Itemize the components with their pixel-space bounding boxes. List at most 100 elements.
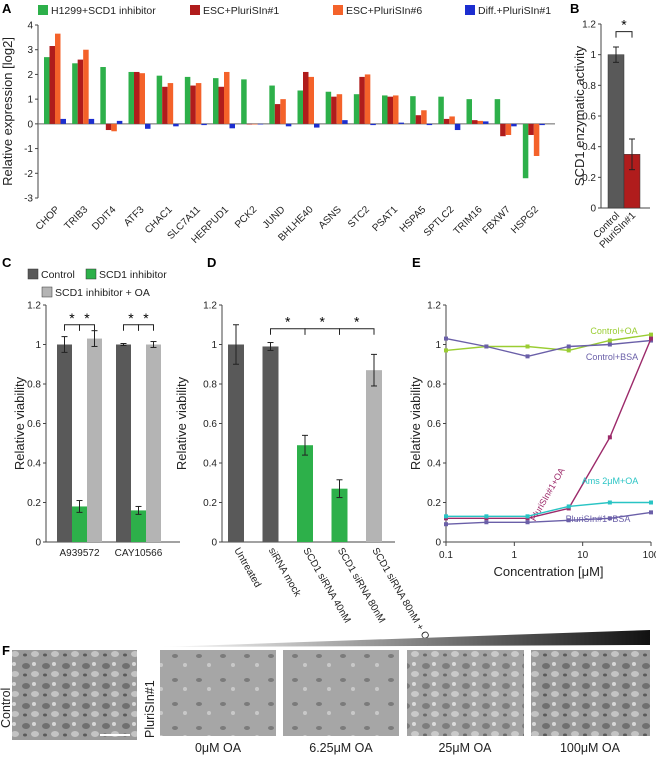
a-bar-bhlhe40-s3 [308,76,314,124]
a-bar-psat1-s3 [393,95,399,124]
d-bar-4 [331,488,348,542]
a-bar-chac1-s2 [162,86,168,124]
a-bar-hspg2-s1 [522,123,529,179]
a-x-tick-label: TRIB3 [62,204,90,232]
a-y-tick-label: 0 [27,119,33,130]
a-bar-fbxw7-s1 [494,99,501,124]
panel-label-e: E [412,255,421,270]
c-bracket-4 [138,324,154,331]
a-bar-hspa5-s4 [426,123,433,126]
c-bar-a939572-3 [87,338,102,542]
c-y-tick-label: 0.4 [27,459,41,470]
e-marker-2 [484,344,489,349]
a-bar-asns-s1 [325,91,332,124]
e-y-tick-label: 0.8 [427,380,441,391]
e-marker-4 [444,514,448,519]
chart-d-sirna-viability: 0 0.2 0.4 0.6 0.8 1 1.2 Relative viability Untre… [174,301,435,648]
e-marker-5 [444,522,448,527]
c-legend-swatch-3 [41,286,53,298]
c-y-tick-label: 0.8 [27,380,41,391]
a-bar-pck2-s1 [241,79,247,124]
a-x-tick-label: ASNS [317,204,344,231]
oa-label-100: 100μM OA [560,741,621,755]
a-bar-asns-s4 [342,120,348,124]
e-line-2 [445,337,652,358]
a-bar-slc7a11-s1 [184,76,191,124]
a-bar-stc2-s2 [359,76,365,124]
e-marker-4 [484,514,489,519]
e-marker-1 [566,348,571,353]
a-bar-asns-s2 [331,96,337,124]
panel-label-c: C [2,255,12,270]
micrograph-0um-oa [160,650,276,736]
a-bar-fbxw7-s2 [500,123,506,137]
a-x-tick-label: TRIM16 [452,204,485,237]
a-bar-sptlc2-s2 [443,118,450,124]
a-bar-chac1-s1 [156,75,163,124]
a-bar-bhlhe40-s2 [303,71,309,124]
e-marker-1 [649,332,653,337]
c-bracket-2 [79,324,95,331]
a-bar-sptlc2-s3 [449,116,455,124]
e-y-tick-label: 0.2 [427,498,441,509]
a-bar-atf3-s4 [145,123,151,129]
a-bar-trim16-s4 [483,121,489,124]
a-bar-sptlc2-s4 [454,123,461,131]
a-x-tick-label: PCK2 [233,204,260,231]
d-y-tick-label: 1 [211,340,217,351]
a-y-tick-label: 2 [27,70,33,81]
c-bar-cay10566-1 [116,344,131,542]
d-bracket-3-star: * [354,314,360,330]
e-marker-3 [607,435,612,440]
a-bar-chop-s1 [44,57,50,124]
b-significance-bracket [615,31,633,38]
a-x-tick-label: JUND [261,204,288,231]
e-marker-5 [484,520,489,525]
b-y-tick-label: 1 [590,50,596,61]
a-bar-trib3-s3 [83,49,89,124]
e-marker-3 [649,336,653,341]
c-legend-label-3: SCD1 inhibitor + OA [55,287,150,299]
chart-e-concentration-curves: 0 0.2 0.4 0.6 0.8 1 1.2 Relative viability 0.1 1 1… [408,301,656,580]
a-bar-bhlhe40-s1 [297,90,303,124]
micrograph-25um-oa [407,650,524,736]
d-x-tick-label: siRNA mock [266,546,303,600]
d-y-tick-label: 0.4 [203,459,217,470]
a-legend-swatch-3 [333,5,343,15]
c-y-tick-label: 1.2 [27,301,41,312]
a-legend-swatch-1 [38,5,48,15]
oa-gradient-wedge [160,630,650,647]
b-significance-bracket-star: * [621,17,627,33]
e-x-tick-label: 1 [512,550,518,561]
a-bar-asns-s3 [336,94,343,124]
a-bar-hspg2-s4 [539,123,545,126]
d-bracket-1-star: * [285,314,291,330]
a-y-axis-title: Relative expression [log2] [0,37,15,186]
b-y-tick-label: 0.8 [582,81,596,92]
e-x-tick-label: 10 [577,550,589,561]
d-x-tick-label: SCD1 siRNA 80nM + OA [369,546,434,648]
a-y-tick-label: -3 [24,194,33,205]
e-x-tick-label: 0.1 [439,550,453,561]
a-bar-chop-s3 [55,33,61,124]
a-bar-ddit4-s2 [105,123,112,131]
d-y-axis-title: Relative viability [174,376,189,470]
a-bar-chac1-s3 [167,83,174,124]
b-y-axis-title: SCD1 enzymatic activity [572,45,587,186]
e-y-tick-label: 0.4 [427,459,441,470]
micrograph-control [12,650,137,740]
e-line-5 [445,511,652,525]
a-bar-atf3-s1 [128,71,134,124]
a-bar-trim16-s3 [477,120,483,124]
e-series-label-4: Ams 2μM+OA [582,476,638,486]
a-bar-psat1-s1 [382,95,388,124]
e-series-label-2: Control+BSA [586,352,638,362]
a-bar-herpud1-s2 [218,86,224,124]
e-marker-5 [607,516,612,521]
b-y-tick-label: 0.2 [582,173,596,184]
oa-label-25: 25μM OA [438,741,492,755]
a-x-tick-label: CHOP [34,204,62,232]
a-bar-jund-s3 [280,99,286,124]
c-bracket-2-star: * [84,310,90,326]
a-bar-bhlhe40-s4 [314,123,320,128]
